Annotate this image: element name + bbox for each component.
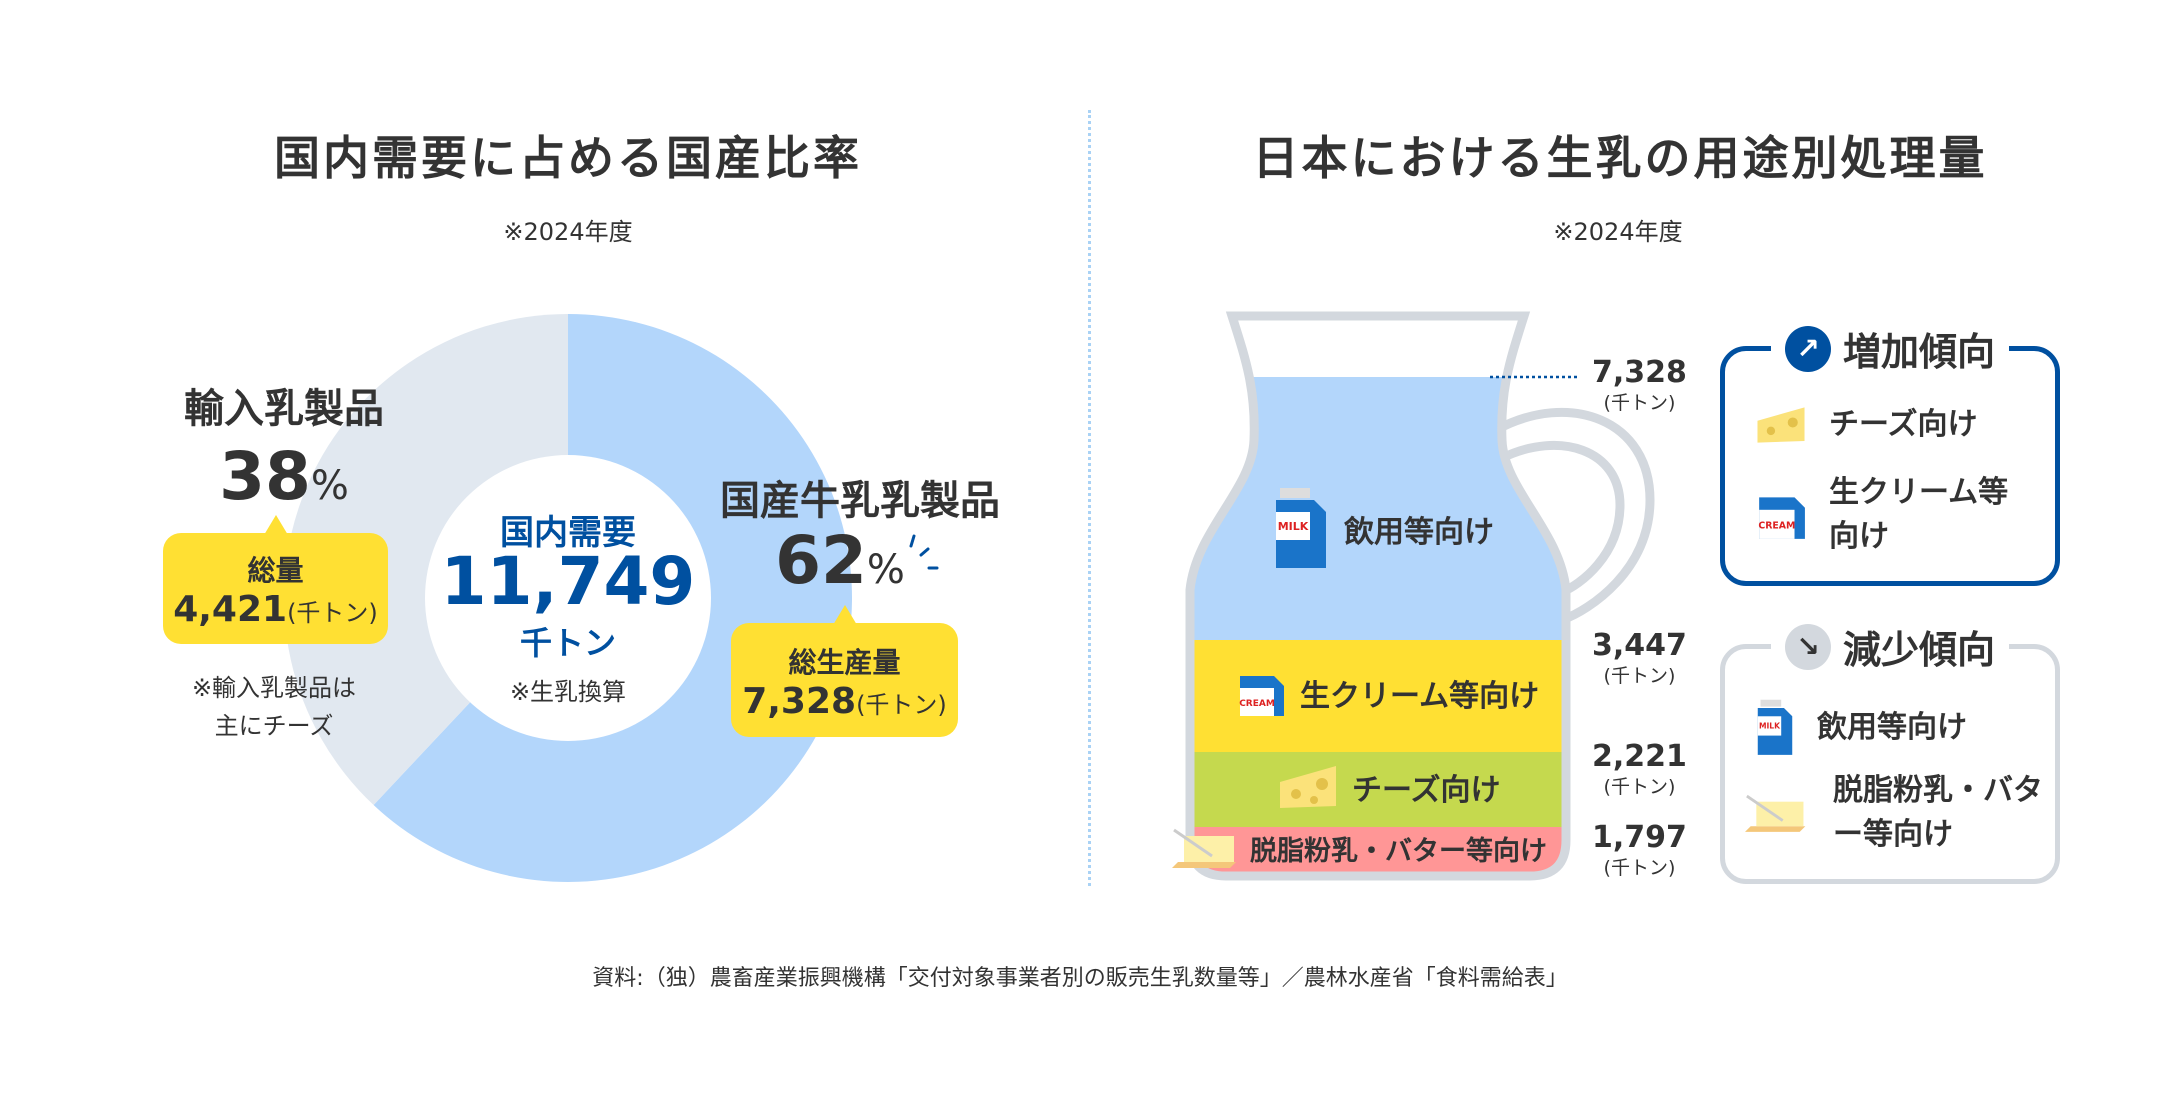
layer-label-cream: CREAM 生クリーム等向け	[1236, 668, 1539, 718]
value-cheese: 2,221 (千トン)	[1592, 739, 1687, 799]
arrow-up-right-icon: ↗	[1784, 325, 1831, 372]
domestic-callout: 総生産量 7,328(千トン)	[731, 605, 958, 737]
cheese-icon	[1280, 766, 1336, 808]
domestic-percent: 62%	[775, 522, 905, 599]
left-title: 国内需要に占める国産比率	[274, 131, 862, 185]
import-percent: 38%	[219, 438, 349, 515]
butter-icon	[1172, 828, 1236, 868]
svg-text:MILK: MILK	[1759, 722, 1781, 731]
arrow-down-right-icon: ↘	[1784, 623, 1831, 670]
donut-segment-import	[284, 314, 568, 806]
increase-item-cream: CREAM 生クリーム等向け	[1755, 471, 2029, 559]
donut-chart	[284, 314, 939, 882]
jug-outline	[1185, 311, 1571, 881]
center-note: ※生乳換算	[509, 678, 627, 706]
decrease-box: ↘ 減少傾向 MILK 飲用等向け 脱脂粉乳・バター等向け	[1720, 619, 2060, 884]
increase-box: ↗ 増加傾向 チーズ向け CREAM 生クリーム等向け	[1720, 321, 2060, 586]
layer-label-butter: 脱脂粉乳・バター等向け	[1172, 826, 1547, 870]
layer-cheese	[1194, 752, 1562, 827]
source-note: 資料:（独）農畜産業振興機構「交付対象事業者別の販売生乳数量等」／農林水産省「食…	[592, 966, 1568, 991]
import-note-line2: 主にチーズ	[214, 712, 334, 740]
import-callout: 総量 4,421(千トン)	[163, 515, 388, 644]
butter-icon	[1745, 794, 1806, 832]
jug-handle-inner	[1500, 440, 1625, 597]
divider	[1088, 110, 1091, 886]
layer-label-drinking: MILK 飲用等向け	[1272, 488, 1494, 570]
right-year-note: ※2024年度	[1553, 218, 1683, 246]
domestic-label: 国産牛乳乳製品	[720, 478, 1000, 524]
import-label: 輸入乳製品	[184, 386, 384, 432]
increase-item-cheese: チーズ向け	[1755, 403, 1978, 447]
center-label: 国内需要	[500, 513, 636, 553]
milk-carton-icon: MILK	[1757, 699, 1793, 755]
milk-carton-icon: MILK	[1276, 488, 1326, 568]
svg-text:CREAM: CREAM	[1239, 699, 1275, 709]
import-note-line1: ※輸入乳製品は	[191, 674, 357, 702]
center-value: 11,749	[440, 543, 696, 620]
cheese-icon	[1757, 407, 1805, 443]
decrease-item-butter: 脱脂粉乳・バター等向け	[1745, 769, 2043, 857]
left-year-note: ※2024年度	[503, 218, 633, 246]
right-title: 日本における生乳の用途別処理量	[1252, 131, 1988, 185]
center-unit: 千トン	[519, 624, 617, 662]
layer-butter	[1194, 827, 1562, 872]
sparkle-icon	[909, 534, 939, 570]
value-drinking: 7,328 (千トン)	[1592, 355, 1687, 415]
cream-carton-icon: CREAM	[1239, 676, 1284, 716]
donut-hole	[425, 455, 711, 741]
cream-carton-icon: CREAM	[1758, 497, 1805, 539]
svg-text:MILK: MILK	[1278, 520, 1309, 533]
layer-label-cheese: チーズ向け	[1278, 762, 1501, 812]
value-cream: 3,447 (千トン)	[1592, 628, 1687, 688]
svg-text:CREAM: CREAM	[1758, 521, 1795, 532]
jug-handle-outer	[1493, 407, 1655, 625]
value-butter: 1,797 (千トン)	[1592, 820, 1687, 880]
decrease-item-drinking: MILK 飲用等向け	[1755, 699, 1967, 757]
